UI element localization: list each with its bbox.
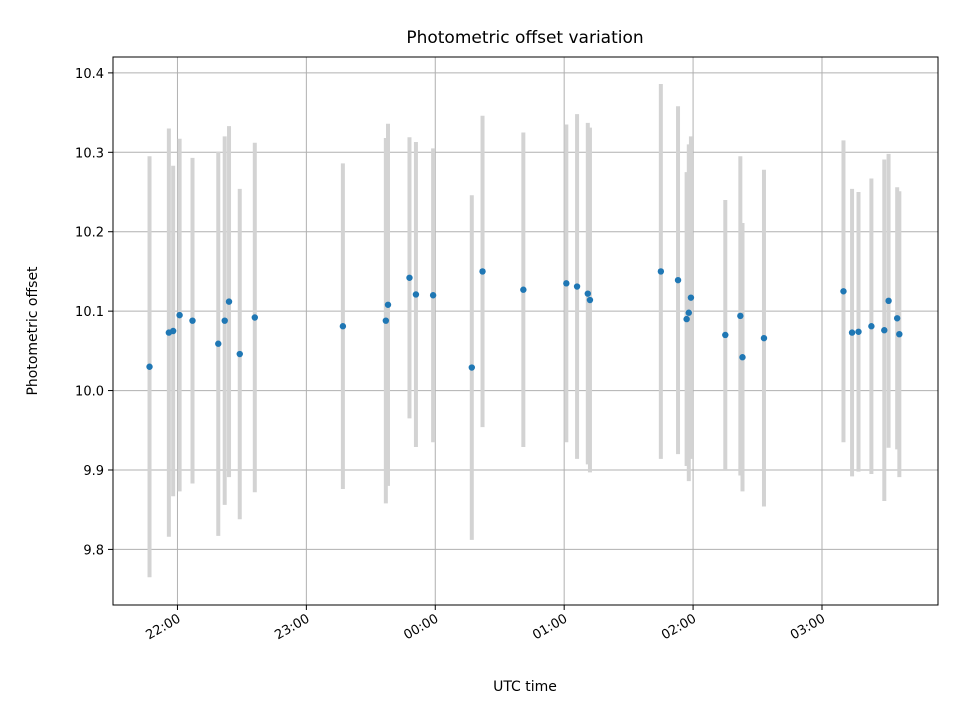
data-points <box>146 268 903 371</box>
data-point <box>687 294 695 301</box>
data-point <box>479 268 486 275</box>
data-point <box>893 315 901 322</box>
data-point <box>683 315 690 323</box>
data-point <box>573 283 581 290</box>
data-point <box>737 312 744 320</box>
data-point <box>146 363 153 370</box>
grid <box>113 57 938 605</box>
data-point <box>251 314 258 321</box>
data-point <box>382 317 390 324</box>
data-point <box>855 328 862 335</box>
data-point <box>189 317 196 324</box>
data-point <box>215 340 222 347</box>
y-tick-label: 10.0 <box>75 385 104 400</box>
data-point <box>169 327 177 335</box>
data-point <box>520 286 527 293</box>
data-point <box>429 292 437 299</box>
data-point <box>225 298 233 305</box>
data-point <box>674 276 682 284</box>
y-tick-label: 9.9 <box>83 464 104 479</box>
data-point <box>563 280 570 287</box>
data-point <box>881 327 888 334</box>
data-point <box>657 268 665 275</box>
y-tick-label: 10.1 <box>75 305 104 320</box>
data-point <box>739 354 746 361</box>
data-point <box>685 309 692 316</box>
data-point <box>586 296 594 304</box>
data-point <box>339 323 347 330</box>
data-point <box>176 311 183 319</box>
y-axis-ticks: 9.8 9.9 10.0 10.1 10.2 10.3 10.4 <box>75 67 113 558</box>
data-point <box>468 364 475 371</box>
data-point <box>760 334 768 342</box>
data-point <box>236 350 243 358</box>
y-tick-label: 9.8 <box>83 543 104 558</box>
x-axis-label: UTC time <box>493 679 557 695</box>
data-point <box>384 301 392 308</box>
data-point <box>722 331 729 339</box>
chart-title: Photometric offset variation <box>406 28 643 48</box>
data-point <box>584 290 592 297</box>
y-tick-label: 10.4 <box>75 67 104 82</box>
y-tick-label: 10.2 <box>75 226 104 241</box>
data-point <box>848 329 856 336</box>
data-point <box>406 274 413 281</box>
y-tick-label: 10.3 <box>75 146 104 161</box>
data-point <box>221 317 228 324</box>
data-point <box>896 330 903 338</box>
plot-frame <box>112 56 939 606</box>
y-axis-label: Photometric offset <box>25 266 41 396</box>
data-point <box>885 297 892 305</box>
data-point <box>412 291 420 298</box>
data-point <box>840 288 847 295</box>
data-point <box>868 323 875 330</box>
